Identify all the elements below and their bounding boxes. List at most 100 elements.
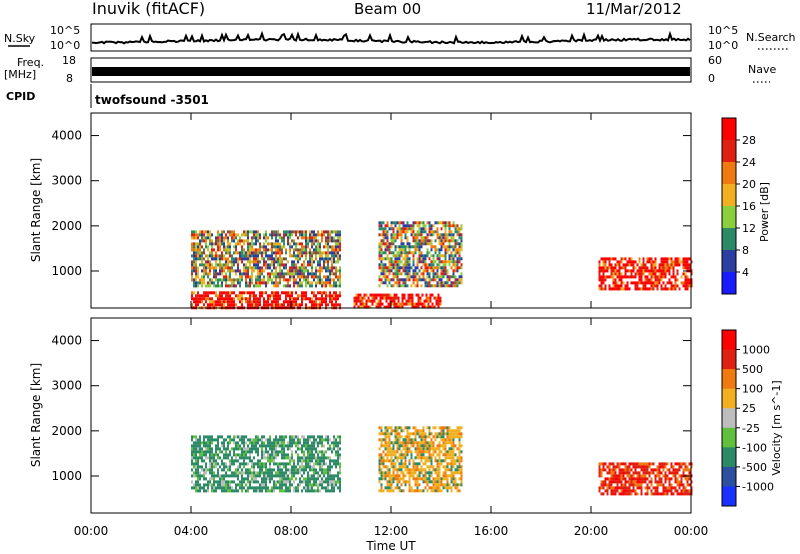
data-cell [251, 441, 253, 445]
data-cell [207, 297, 209, 301]
data-cell [448, 224, 451, 228]
data-cell [313, 278, 315, 282]
data-cell [293, 269, 295, 273]
data-cell [311, 275, 313, 279]
data-cell [404, 465, 407, 469]
data-cell [327, 239, 329, 243]
data-cell [307, 456, 309, 460]
data-cell [197, 438, 199, 442]
data-cell [428, 459, 431, 463]
data-cell [598, 263, 601, 267]
data-cell [610, 257, 613, 261]
data-cell [251, 269, 253, 273]
data-cell [335, 438, 337, 442]
data-cell [444, 254, 447, 258]
data-cell [243, 486, 245, 490]
data-cell [400, 251, 403, 255]
data-cell [402, 438, 405, 442]
data-cell [438, 483, 441, 487]
data-cell [384, 459, 387, 463]
data-cell [209, 438, 211, 442]
data-cell [317, 233, 319, 237]
data-cell [378, 468, 381, 472]
data-cell [321, 230, 323, 234]
data-cell [327, 266, 329, 270]
data-cell [404, 444, 407, 448]
data-cell [277, 281, 279, 285]
data-cell [333, 230, 335, 234]
data-cell [624, 492, 627, 496]
data-cell [199, 263, 201, 267]
data-cell [654, 278, 657, 282]
data-cell [263, 281, 265, 285]
data-cell [666, 486, 669, 490]
data-cell [386, 480, 389, 484]
data-cell [313, 444, 315, 448]
data-cell [301, 272, 303, 276]
data-cell [339, 248, 341, 252]
data-cell [408, 486, 411, 490]
data-cell [642, 477, 645, 481]
data-cell [191, 278, 193, 282]
data-cell [664, 275, 667, 279]
data-cell [339, 438, 341, 442]
data-cell [217, 294, 219, 298]
data-cell [654, 257, 657, 261]
data-cell [652, 266, 655, 270]
data-cell [670, 281, 673, 285]
data-cell [307, 245, 309, 249]
data-cell [257, 435, 259, 439]
data-cell [442, 242, 445, 246]
data-cell [223, 239, 225, 243]
data-cell [305, 468, 307, 472]
data-cell [404, 227, 407, 231]
data-cell [289, 230, 291, 234]
data-cell [295, 489, 297, 493]
data-cell [337, 269, 339, 273]
data-cell [363, 293, 366, 297]
data-cell [442, 263, 445, 267]
data-cell [404, 266, 407, 270]
colorbar-swatch [722, 369, 736, 390]
data-cell [408, 450, 411, 454]
data-cell [626, 489, 629, 493]
data-cell [231, 260, 233, 264]
data-cell [425, 296, 428, 300]
data-cell [245, 441, 247, 445]
data-cell [446, 474, 449, 478]
data-cell [331, 230, 333, 234]
data-cell [311, 269, 313, 273]
data-cell [418, 450, 421, 454]
data-cell [301, 263, 303, 267]
data-cell [668, 483, 671, 487]
data-cell [321, 297, 323, 301]
data-cell [221, 486, 223, 490]
data-cell [458, 426, 461, 430]
data-cell [209, 471, 211, 475]
data-cell [363, 305, 366, 309]
data-cell [384, 486, 387, 490]
data-cell [245, 453, 247, 457]
data-cell [267, 266, 269, 270]
data-cell [221, 477, 223, 481]
data-cell [281, 263, 283, 267]
data-cell [442, 453, 445, 457]
data-cell [638, 278, 641, 282]
data-cell [203, 489, 205, 493]
data-cell [438, 444, 441, 448]
data-cell [219, 248, 221, 252]
data-cell [452, 233, 455, 237]
data-cell [227, 297, 229, 301]
data-cell [406, 230, 409, 234]
data-cell [237, 294, 239, 298]
data-cell [251, 462, 253, 466]
data-cell [285, 468, 287, 472]
data-cell [297, 303, 299, 307]
data-cell [249, 248, 251, 252]
freq-unit: [MHz] [4, 68, 36, 81]
data-cell [618, 471, 621, 475]
data-cell [227, 483, 229, 487]
data-cell [460, 245, 463, 249]
data-cell [287, 303, 289, 307]
data-cell [438, 239, 441, 243]
